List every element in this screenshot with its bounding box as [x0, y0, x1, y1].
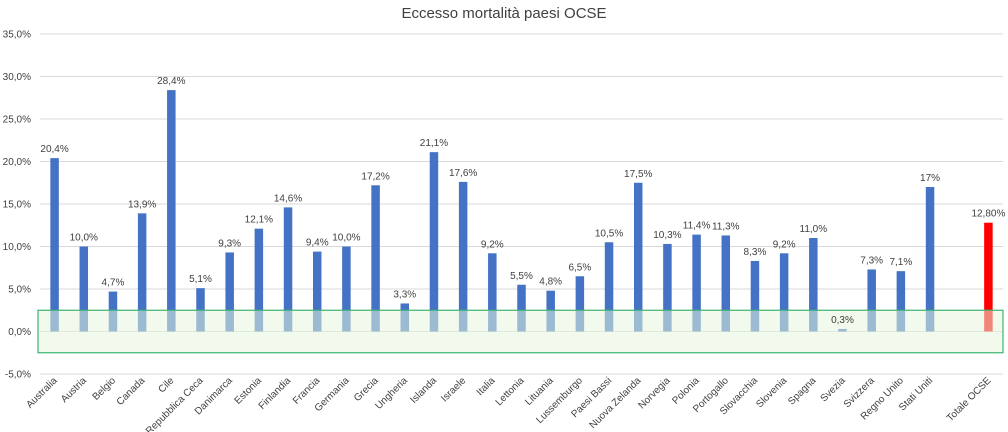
data-label: 17%: [920, 173, 940, 184]
data-label: 7,1%: [889, 257, 912, 268]
data-label: 5,1%: [189, 274, 212, 285]
bar: [79, 246, 89, 332]
bar: [312, 251, 322, 332]
bar: [925, 187, 935, 332]
bar: [867, 269, 876, 332]
data-label: 9,3%: [218, 238, 241, 249]
data-label: 28,4%: [157, 76, 185, 87]
y-axis-ticks: -5,0% 0,0% 5,0% 10,0% 15,0% 20,0% 25,0% 30,0% 35…: [3, 30, 31, 381]
data-label: 11,3%: [712, 221, 740, 232]
bar: [721, 235, 731, 332]
data-label: 0,3%: [831, 315, 854, 326]
bar: [225, 252, 234, 332]
near-zero-band: [37, 309, 1004, 354]
data-label: 10,5%: [595, 228, 623, 239]
y-tick-label: 15,0%: [3, 200, 31, 211]
y-tick-label: 20,0%: [3, 157, 31, 168]
bar: [50, 158, 59, 332]
x-tick-label: Islanda: [408, 375, 439, 406]
bar-total: [984, 222, 993, 332]
bar: [458, 181, 468, 332]
bar: [283, 207, 293, 332]
data-label: 7,3%: [860, 255, 883, 266]
data-label: 11,0%: [800, 224, 828, 235]
bar: [604, 242, 614, 332]
data-label: 17,2%: [361, 171, 389, 182]
bar: [254, 228, 264, 332]
bar: [167, 90, 176, 332]
x-tick-label: Belgio: [91, 375, 119, 403]
bar: [429, 152, 439, 332]
x-tick-label: Finlandia: [257, 375, 294, 412]
data-label: 8,3%: [744, 247, 767, 258]
bar: [809, 238, 818, 332]
data-label: 4,7%: [102, 278, 125, 289]
x-tick-label: Totale OCSE: [945, 375, 994, 424]
y-tick-label: 25,0%: [3, 115, 31, 126]
bar: [779, 253, 789, 332]
data-label: 17,5%: [624, 169, 652, 180]
data-label: 9,2%: [481, 239, 504, 250]
x-tick-label: Israele: [439, 375, 468, 404]
x-tick-label: Ungheria: [373, 375, 410, 412]
data-label: 10,3%: [653, 230, 681, 241]
data-label: 12,80%: [971, 209, 1005, 220]
bar: [137, 213, 147, 332]
y-tick-label: 30,0%: [3, 72, 31, 83]
x-tick-label: Canada: [115, 375, 148, 408]
bar: [371, 185, 380, 332]
data-label: 20,4%: [40, 144, 68, 155]
data-label: 11,4%: [683, 221, 711, 232]
x-tick-label: Spagna: [786, 375, 818, 407]
y-tick-label: 5,0%: [8, 285, 31, 296]
data-label: 6,5%: [568, 262, 591, 273]
bars: [50, 90, 993, 332]
data-label: 5,5%: [510, 271, 533, 282]
x-tick-label: Lettonia: [494, 375, 527, 408]
data-label: 10,0%: [70, 233, 98, 244]
data-labels: 20,4% 10,0% 4,7% 13,9% 28,4% 5,1% 9,3% 12,1%14,…: [40, 76, 1005, 326]
bar: [517, 284, 526, 332]
x-tick-label: Slovenia: [754, 375, 789, 410]
x-tick-label: Austria: [59, 375, 89, 405]
bar: [633, 182, 643, 332]
data-label: 9,4%: [306, 238, 329, 249]
y-tick-label: 0,0%: [8, 327, 31, 338]
data-label: 12,1%: [245, 215, 273, 226]
y-tick-label: -5,0%: [5, 370, 31, 381]
data-label: 21,1%: [420, 138, 448, 149]
data-label: 17,6%: [449, 168, 477, 179]
bar: [692, 234, 701, 332]
bar: [488, 253, 497, 332]
bar: [896, 271, 906, 332]
x-tick-label: Italia: [475, 375, 498, 398]
data-label: 3,3%: [393, 289, 416, 300]
bar: [750, 260, 760, 332]
x-tick-label: Norvegia: [636, 375, 672, 411]
data-label: 10,0%: [332, 233, 360, 244]
y-tick-label: 35,0%: [3, 30, 31, 41]
near-zero-band-rect: [37, 309, 1004, 354]
bar: [342, 246, 351, 332]
data-label: 13,9%: [128, 199, 156, 210]
data-label: 9,2%: [773, 239, 796, 250]
data-label: 14,6%: [274, 193, 302, 204]
bar: [575, 276, 585, 332]
x-tick-label: Nuova Zelanda: [588, 375, 644, 431]
chart-title: Eccesso mortalità paesi OCSE: [401, 5, 606, 22]
y-tick-label: 10,0%: [3, 242, 31, 253]
data-label: 4,8%: [539, 277, 562, 288]
x-tick-label: Cile: [156, 375, 176, 395]
bar: [663, 243, 672, 332]
